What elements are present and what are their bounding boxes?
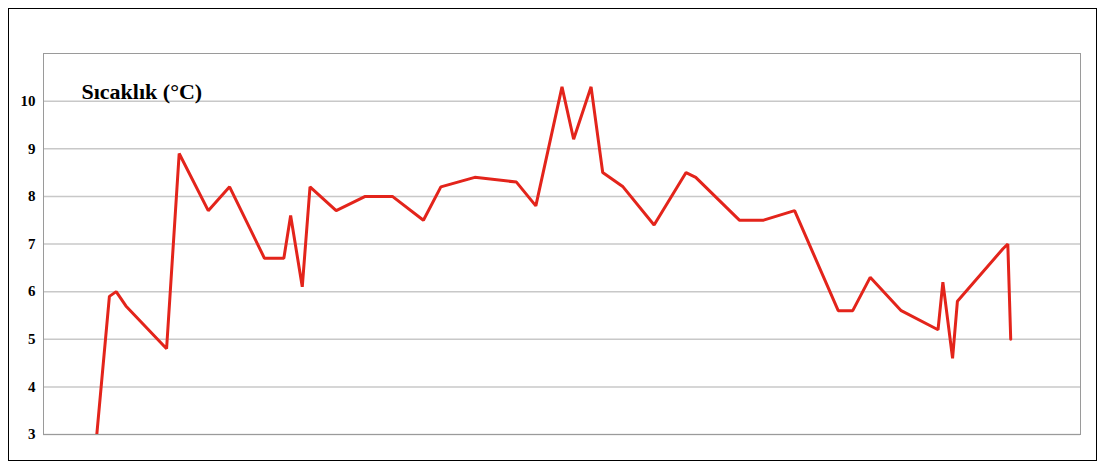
svg-text:3: 3 — [28, 426, 36, 442]
svg-text:6: 6 — [28, 283, 36, 299]
svg-text:10: 10 — [21, 93, 36, 109]
svg-text:8: 8 — [28, 188, 36, 204]
svg-text:5: 5 — [28, 331, 36, 347]
svg-text:7: 7 — [28, 236, 36, 252]
svg-text:9: 9 — [28, 141, 36, 157]
svg-text:4: 4 — [28, 379, 36, 395]
svg-text:Sıcaklık (°C): Sıcaklık (°C) — [82, 79, 203, 104]
